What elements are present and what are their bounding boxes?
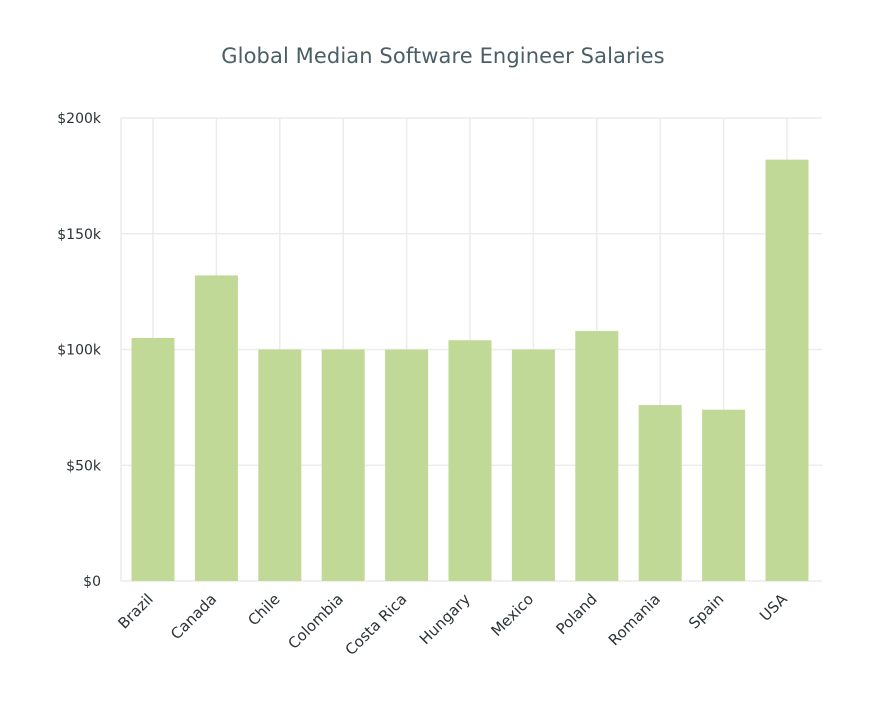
x-tick-label: Colombia	[284, 590, 347, 653]
bar-canada	[194, 275, 238, 581]
y-tick-label: $150k	[57, 227, 102, 243]
bars	[131, 159, 809, 582]
y-tick-label: $100k	[57, 343, 102, 359]
y-tick-label: $200k	[57, 111, 102, 127]
x-tick-label: Hungary	[416, 590, 474, 648]
y-tick-label: $0	[83, 574, 101, 590]
bar-hungary	[448, 340, 492, 581]
chart-title: Global Median Software Engineer Salaries	[221, 44, 665, 68]
x-tick-label: Canada	[167, 590, 220, 643]
x-tick-label: Poland	[552, 590, 600, 638]
bar-chile	[258, 349, 302, 581]
x-tick-label: Costa Rica	[342, 590, 411, 659]
bar-poland	[575, 330, 619, 581]
x-tick-label: Romania	[605, 590, 664, 649]
bar-colombia	[321, 349, 365, 581]
y-axis-ticks: $0 $50k $100k $150k $200k	[57, 111, 102, 590]
x-tick-label: Mexico	[487, 590, 537, 640]
bar-usa	[765, 159, 809, 582]
bar-spain	[702, 409, 746, 581]
x-tick-label: Chile	[244, 590, 283, 629]
y-tick-label: $50k	[66, 458, 102, 474]
bar-romania	[638, 405, 682, 581]
bar-costa-rica	[385, 349, 429, 581]
bar-brazil	[131, 337, 175, 581]
x-tick-label: Spain	[685, 590, 727, 632]
x-tick-label: Brazil	[115, 590, 157, 632]
x-tick-label: USA	[756, 590, 791, 625]
bar-mexico	[511, 349, 555, 581]
